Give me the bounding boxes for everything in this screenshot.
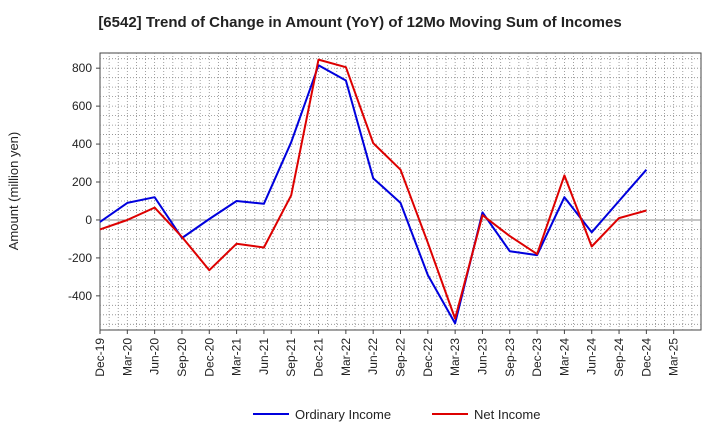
series-line-ordinary-income <box>99 64 648 325</box>
legend-label: Ordinary Income <box>295 407 391 422</box>
y-tick-label: -200 <box>68 251 92 265</box>
y-tick-label: 600 <box>72 99 92 113</box>
x-tick-label: Dec-19 <box>93 338 107 377</box>
y-tick-label: 200 <box>72 175 92 189</box>
grid <box>100 53 701 330</box>
y-tick-label: 0 <box>85 213 92 227</box>
x-tick-label: Mar-24 <box>557 338 571 376</box>
y-tick-label: 400 <box>72 137 92 151</box>
x-tick-label: Sep-20 <box>175 338 189 377</box>
x-axis: Dec-19 Mar-20 Jun-20 Sep-20 Dec-20 Mar-21 Jun-… <box>93 330 681 377</box>
x-tick-label: Sep-21 <box>284 338 298 377</box>
x-tick-label: Dec-23 <box>530 338 544 377</box>
x-tick-label: Sep-24 <box>612 338 626 377</box>
x-tick-label: Mar-22 <box>339 338 353 376</box>
x-tick-label: Mar-20 <box>120 338 134 376</box>
legend: Ordinary Income Net Income <box>253 407 540 422</box>
y-tick-label: -400 <box>68 289 92 303</box>
x-tick-label: Jun-24 <box>585 338 599 375</box>
chart-title: [6542] Trend of Change in Amount (YoY) o… <box>98 14 622 31</box>
x-tick-label: Jun-20 <box>148 338 162 375</box>
legend-label: Net Income <box>474 407 540 422</box>
x-tick-label: Sep-23 <box>503 338 517 377</box>
x-tick-label: Dec-24 <box>639 338 653 377</box>
x-tick-label: Sep-22 <box>394 338 408 377</box>
y-tick-label: 800 <box>72 61 92 75</box>
x-tick-label: Jun-23 <box>475 338 489 375</box>
x-tick-label: Mar-21 <box>230 338 244 376</box>
x-tick-label: Jun-21 <box>257 338 271 375</box>
y-axis: -400 -200 0 200 400 600 800 <box>68 61 701 303</box>
x-tick-label: Mar-23 <box>448 338 462 376</box>
series-lines <box>99 58 648 325</box>
y-axis-label: Amount (million yen) <box>6 132 21 251</box>
x-tick-label: Mar-25 <box>667 338 681 376</box>
x-tick-label: Dec-22 <box>421 338 435 377</box>
x-tick-label: Dec-21 <box>312 338 326 377</box>
x-tick-label: Dec-20 <box>202 338 216 377</box>
series-line-net-income <box>99 58 647 320</box>
x-tick-label: Jun-22 <box>366 338 380 375</box>
